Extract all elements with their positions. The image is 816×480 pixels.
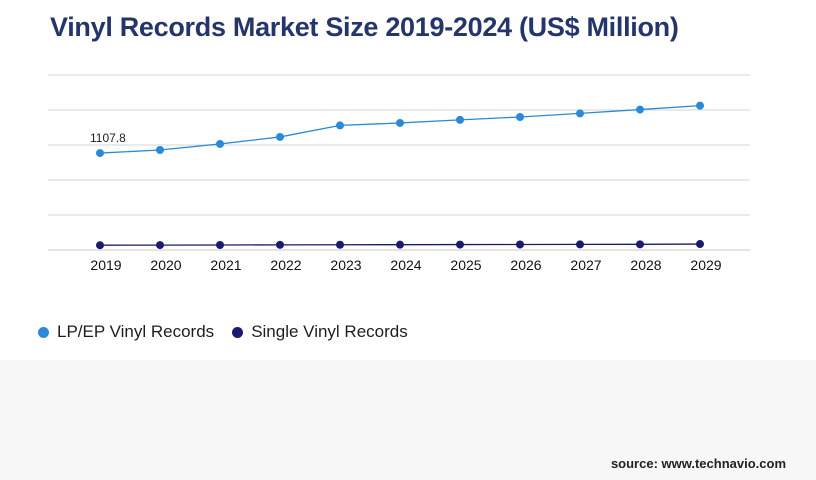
data-point — [696, 101, 704, 110]
data-point — [696, 240, 704, 249]
legend-label-single: Single Vinyl Records — [251, 322, 408, 341]
x-tick-label: 2022 — [270, 257, 301, 273]
x-tick-label: 2027 — [570, 257, 601, 273]
x-tick-label: 2020 — [150, 257, 181, 273]
x-tick-label: 2019 — [90, 257, 121, 273]
data-point — [216, 241, 224, 250]
x-tick-label: 2025 — [450, 257, 481, 273]
x-tick-label: 2026 — [510, 257, 541, 273]
legend-marker-lp-ep — [38, 326, 49, 338]
x-tick-label: 2021 — [210, 257, 241, 273]
chart-title: Vinyl Records Market Size 2019-2024 (US$… — [50, 12, 679, 42]
legend: LP/EP Vinyl Records Single Vinyl Records — [38, 322, 408, 342]
data-point — [336, 240, 344, 249]
gridlines — [48, 74, 750, 251]
legend-marker-single — [232, 326, 244, 338]
x-tick-label: 2029 — [690, 257, 721, 273]
line-chart: 1107.8 2019 2020 2021 2022 2023 2024 2025 2026 2… — [48, 74, 750, 273]
data-point — [516, 113, 524, 121]
data-point — [636, 240, 644, 249]
data-point — [276, 132, 284, 141]
data-point — [96, 241, 104, 250]
legend-item-single: Single Vinyl Records — [232, 322, 408, 342]
legend-item-lp-ep: LP/EP Vinyl Records — [38, 322, 214, 342]
data-point — [276, 240, 284, 249]
data-point — [516, 240, 524, 249]
source-note: source: www.technavio.com — [610, 456, 786, 471]
data-point — [216, 139, 224, 148]
data-point — [396, 118, 404, 127]
x-tick-label: 2024 — [390, 257, 421, 273]
data-point — [576, 109, 584, 118]
series-group: 1107.8 — [90, 101, 704, 250]
data-point — [456, 240, 464, 249]
data-point — [396, 240, 404, 249]
data-point — [156, 145, 164, 154]
x-tick-label: 2023 — [330, 257, 361, 273]
x-axis-tick-labels: 2019 2020 2021 2022 2023 2024 2025 2026 2027 2028… — [90, 257, 721, 273]
legend-panel — [0, 300, 816, 360]
data-point — [576, 240, 584, 249]
data-point — [456, 115, 464, 124]
data-point — [636, 105, 644, 114]
series-line-0 — [99, 104, 701, 154]
x-tick-label: 2028 — [630, 257, 661, 273]
data-point — [336, 121, 344, 130]
data-point — [96, 149, 104, 158]
data-point — [156, 241, 164, 250]
legend-label-lp-ep: LP/EP Vinyl Records — [57, 322, 215, 341]
data-label: 1107.8 — [90, 131, 126, 145]
